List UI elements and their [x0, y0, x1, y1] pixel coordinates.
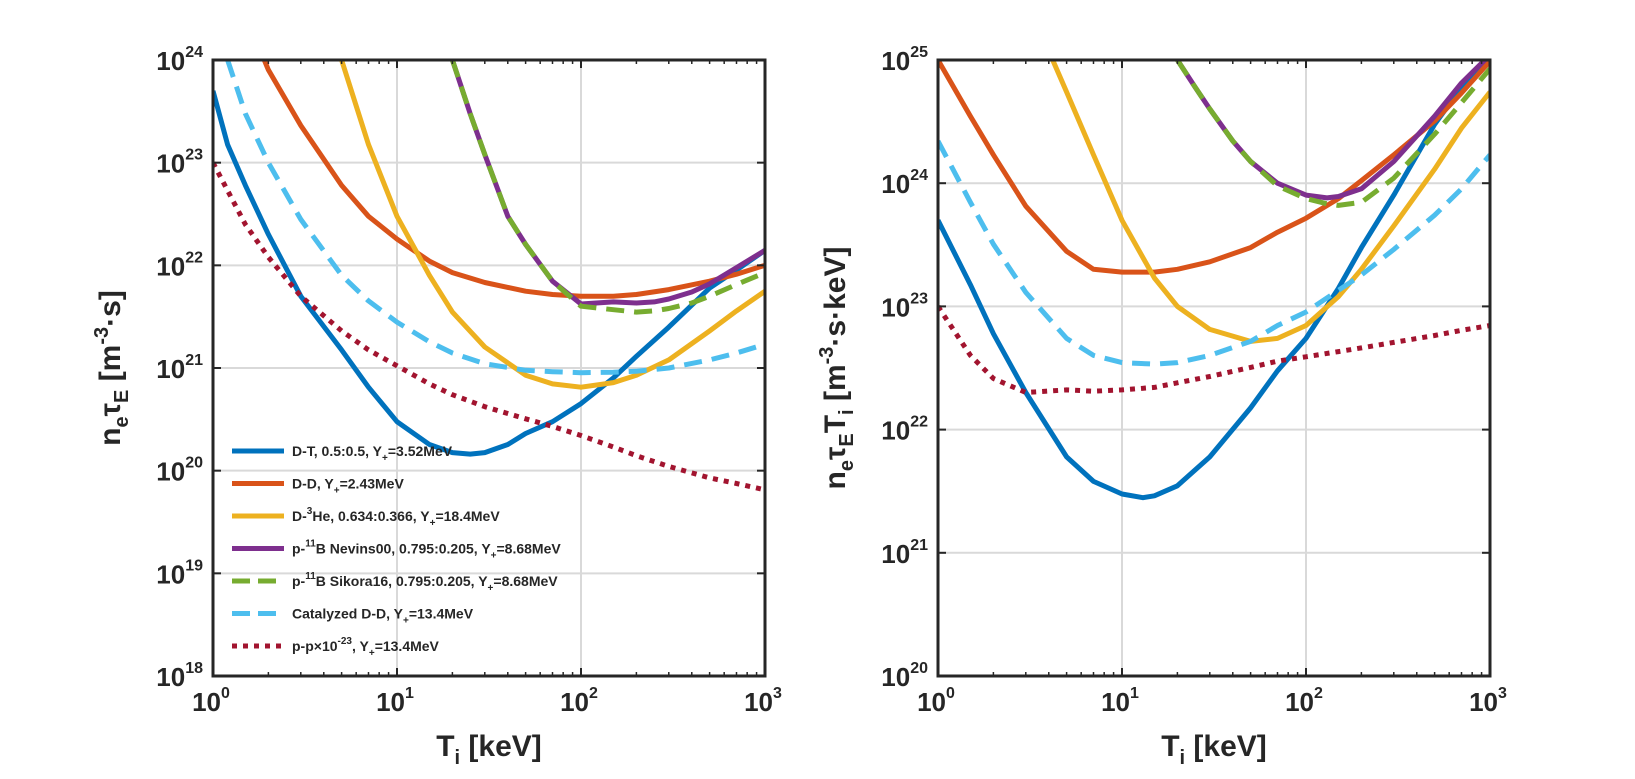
legend-label: D-3He, 0.634:0.366, Y+=18.4MeV	[292, 506, 500, 529]
series-line-dt	[938, 60, 1490, 501]
y-tick-label: 1022	[156, 249, 203, 281]
series-line-pp	[213, 161, 765, 493]
legend: D-T, 0.5:0.5, Y+=3.52MeV D-D, Y+=2.43MeV D…	[232, 443, 561, 659]
x-axis-label: Ti [keV]	[436, 730, 542, 769]
legend-entry-pb_nevins: p-11B Nevins00, 0.795:0.205, Y+=8.68MeV	[232, 539, 561, 562]
x-axis-label: Ti [keV]	[1161, 730, 1267, 769]
legend-entry-pb_sikora: p-11B Sikora16, 0.795:0.205, Y+=8.68MeV	[232, 571, 558, 594]
x-tick-label: 101	[376, 685, 414, 717]
y-tick-label: 1022	[881, 414, 928, 446]
axes-frame	[936, 58, 1492, 678]
y-tick-label: 1020	[881, 660, 928, 692]
x-tick-label: 100	[917, 685, 955, 717]
y-tick-label: 1021	[156, 352, 203, 384]
series-line-catdd	[938, 139, 1490, 367]
y-tick-label: 1023	[156, 147, 203, 179]
y-axis-label: neτETi [m-3·s·keV]	[816, 247, 858, 490]
x-tick-label: 103	[744, 685, 782, 717]
series-line-dt	[213, 90, 765, 457]
series-line-dhe3	[339, 60, 765, 390]
legend-entry-pp: p-p×10-23, Y+=13.4MeV	[232, 636, 440, 659]
y-axis-label: neτE [m-3·s]	[91, 290, 133, 446]
y-tick-label: 1020	[156, 455, 203, 487]
series-line-pb_nevins	[1175, 60, 1489, 201]
legend-label: p-11B Sikora16, 0.795:0.205, Y+=8.68MeV	[292, 571, 558, 594]
y-tick-label: 1018	[156, 660, 203, 692]
legend-label: Catalyzed D-D, Y+=13.4MeV	[292, 606, 474, 627]
legend-label: D-D, Y+=2.43MeV	[292, 476, 404, 497]
x-tick-label: 102	[560, 685, 598, 717]
legend-entry-dd: D-D, Y+=2.43MeV	[232, 476, 404, 497]
y-tick-label: 1023	[881, 290, 928, 322]
legend-label: D-T, 0.5:0.5, Y+=3.52MeV	[292, 443, 453, 464]
right-panel: 100 101 102 103 1020 1021 1022 1023 1024 1025 Ti […	[816, 44, 1507, 769]
series-line-dd	[938, 60, 1490, 275]
x-tick-label: 102	[1285, 685, 1323, 717]
legend-label: p-11B Nevins00, 0.795:0.205, Y+=8.68MeV	[292, 539, 561, 562]
x-tick-label: 101	[1101, 685, 1139, 717]
series-line-catdd	[225, 60, 765, 376]
series-line-dd	[261, 60, 765, 299]
series-line-pb_nevins	[450, 60, 765, 307]
y-tick-label: 1025	[881, 44, 928, 76]
x-tick-label: 100	[192, 685, 230, 717]
series-line-pb_sikora	[1175, 60, 1490, 208]
legend-label: p-p×10-23, Y+=13.4MeV	[292, 636, 440, 659]
legend-entry-dt: D-T, 0.5:0.5, Y+=3.52MeV	[232, 443, 453, 464]
legend-entry-dhe3: D-3He, 0.634:0.366, Y+=18.4MeV	[232, 506, 500, 529]
y-tick-label: 1024	[881, 167, 928, 199]
series-line-dhe3	[1050, 60, 1490, 344]
series-line-pp	[938, 305, 1490, 395]
y-tick-label: 1019	[156, 557, 203, 589]
x-tick-label: 103	[1469, 685, 1507, 717]
series-line-pb_sikora	[450, 60, 765, 315]
axes-frame	[211, 58, 767, 678]
legend-entry-catdd: Catalyzed D-D, Y+=13.4MeV	[232, 606, 474, 627]
y-tick-label: 1021	[881, 537, 928, 569]
left-panel: 100 101 102 103 1018 1019 1020 1021 1022 1023 1024…	[91, 44, 782, 769]
y-tick-label: 1024	[156, 44, 203, 76]
